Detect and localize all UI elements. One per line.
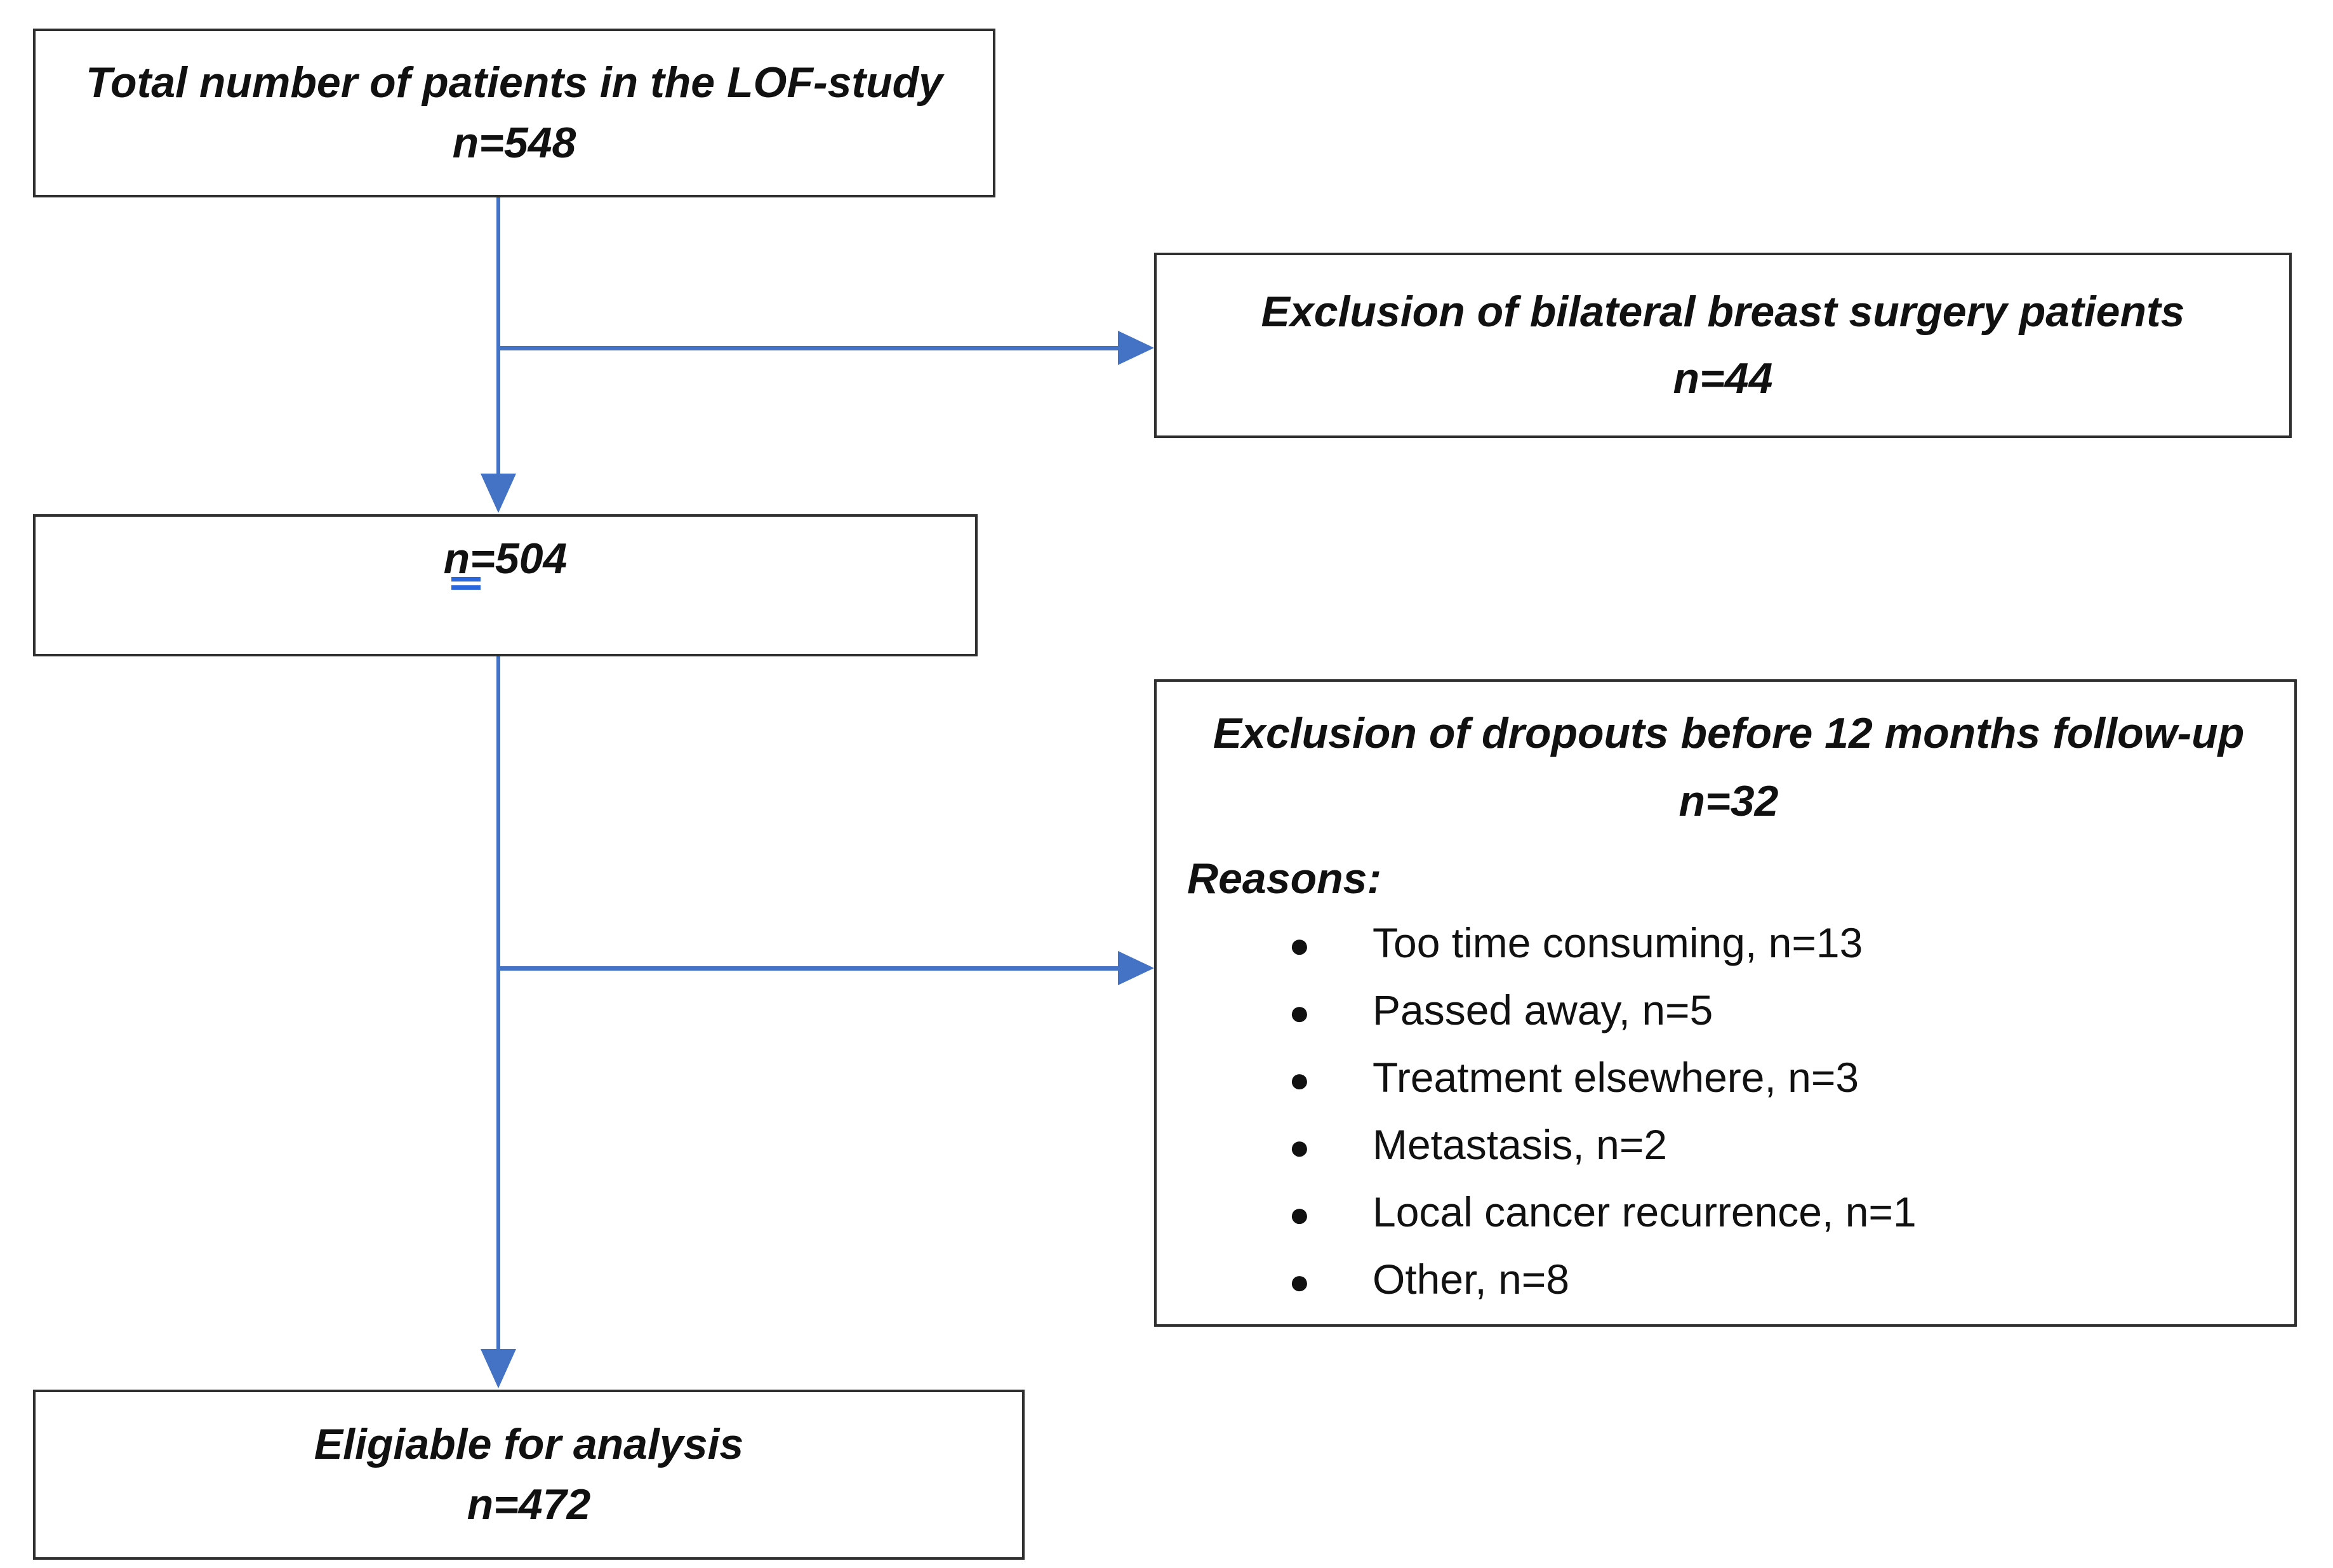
list-item: ● Other, n=8 (1182, 1247, 2275, 1314)
bullet-icon: ● (1289, 992, 1310, 1032)
box-after-exclusion1: n=504 (33, 514, 978, 656)
arrowhead-right-icon (1118, 331, 1154, 365)
bullet-icon: ● (1289, 1261, 1310, 1301)
arrowhead-down-icon (481, 1349, 516, 1388)
box-exclusion-dropouts-count: n=32 (1678, 777, 1779, 825)
bullet-icon: ● (1289, 1194, 1310, 1234)
grammar-check-underline-icon (451, 577, 481, 590)
reasons-list: ● Too time consuming, n=13 ● Passed away, n… (1182, 910, 2275, 1314)
box-eligible-count: n=472 (467, 1480, 591, 1529)
reason-text: Too time consuming, n=13 (1373, 919, 1863, 966)
reason-text: Passed away, n=5 (1373, 987, 1713, 1033)
box-exclusion-bilateral-count: n=44 (1673, 354, 1773, 402)
reasons-label: Reasons: (1187, 854, 1382, 903)
reason-text: Treatment elsewhere, n=3 (1373, 1054, 1859, 1101)
box-exclusion-dropouts-title: Exclusion of dropouts before 12 months f… (1213, 709, 2245, 757)
connector-line-n504-to-eligible (496, 656, 500, 1352)
connector-line-total-to-n504 (496, 197, 500, 477)
box-total-count: n=548 (452, 119, 576, 167)
connector-line-branch-exclusion1 (498, 346, 1122, 350)
bullet-icon: ● (1289, 1060, 1310, 1100)
box-total-patients: Total number of patients in the LOF-stud… (33, 29, 995, 197)
list-item: ● Too time consuming, n=13 (1182, 910, 2275, 978)
box-eligible-for-analysis: Eligiable for analysis n=472 (33, 1390, 1025, 1560)
bullet-icon: ● (1289, 925, 1310, 965)
box-exclusion-bilateral-title: Exclusion of bilateral breast surgery pa… (1261, 288, 2185, 336)
list-item: ● Passed away, n=5 (1182, 978, 2275, 1045)
box-total-title: Total number of patients in the LOF-stud… (86, 58, 943, 107)
list-item: ● Treatment elsewhere, n=3 (1182, 1045, 2275, 1112)
reason-text: Metastasis, n=2 (1373, 1121, 1668, 1168)
box-exclusion-bilateral: Exclusion of bilateral breast surgery pa… (1154, 253, 2292, 438)
box-eligible-title: Eligiable for analysis (314, 1420, 744, 1468)
reason-text: Other, n=8 (1373, 1256, 1570, 1303)
arrowhead-right-icon (1118, 951, 1154, 985)
bullet-icon: ● (1289, 1127, 1310, 1167)
connector-line-branch-exclusion2 (498, 966, 1122, 971)
reason-text: Local cancer recurrence, n=1 (1373, 1188, 1917, 1235)
arrowhead-down-icon (481, 474, 516, 513)
list-item: ● Local cancer recurrence, n=1 (1182, 1179, 2275, 1247)
box-after-exclusion1-count: n=504 (443, 535, 568, 583)
list-item: ● Metastasis, n=2 (1182, 1112, 2275, 1179)
box-exclusion-dropouts: Exclusion of dropouts before 12 months f… (1154, 679, 2297, 1327)
